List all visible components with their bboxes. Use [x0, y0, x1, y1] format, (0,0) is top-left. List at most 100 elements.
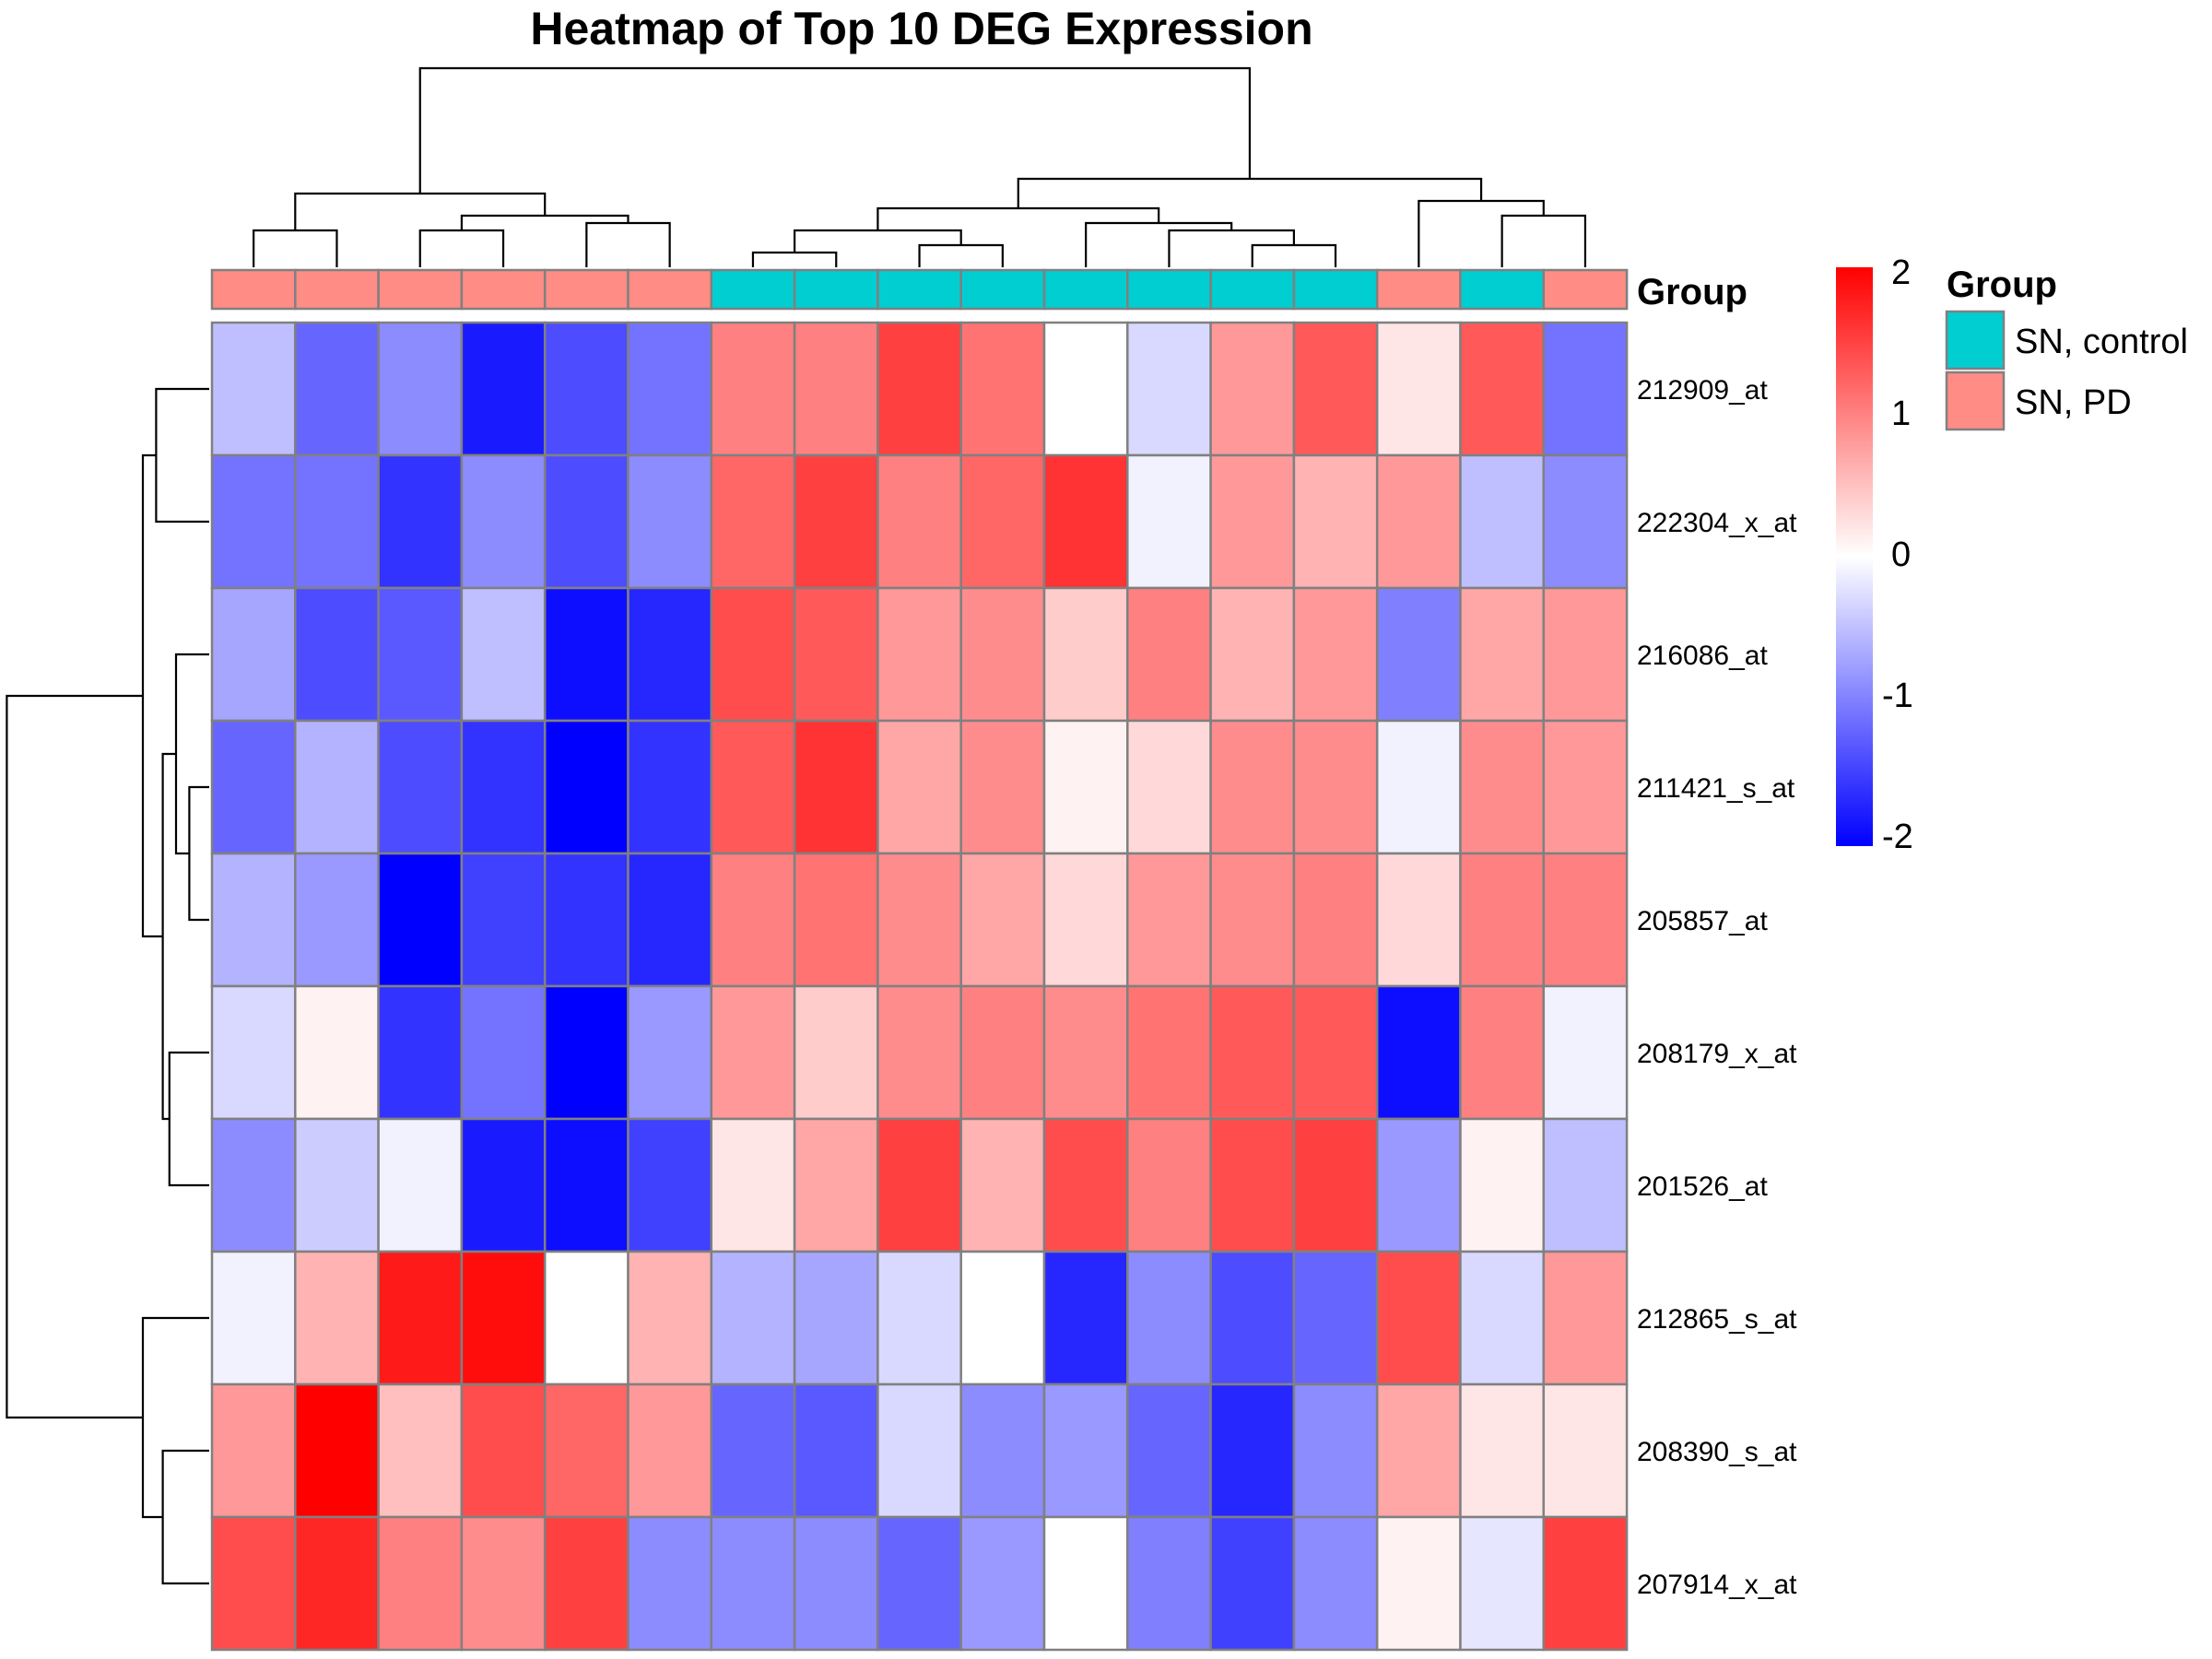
heatmap-cell	[627, 453, 713, 590]
heatmap-cell	[1209, 719, 1296, 855]
heatmap-cell	[1542, 586, 1629, 723]
heatmap-cell	[1459, 852, 1546, 988]
heatmap-cell	[627, 1515, 713, 1652]
heatmap-cell	[877, 719, 962, 855]
heatmap-cell	[793, 1117, 879, 1253]
heatmap-cell	[710, 719, 796, 855]
heatmap-cell	[793, 586, 879, 723]
heatmap-cell	[627, 719, 713, 855]
heatmap-cell	[959, 984, 1046, 1121]
legend-swatch	[1945, 371, 2006, 431]
heatmap-cell	[1209, 852, 1296, 988]
heatmap-cell	[959, 453, 1046, 590]
heatmap-cell	[1459, 1250, 1546, 1386]
row-label: 207914_x_at	[1637, 1570, 1797, 1600]
heatmap-cell	[793, 321, 879, 457]
group-annotation-cell	[1209, 268, 1296, 311]
heatmap-cell	[959, 321, 1046, 457]
dendrogram-branch	[418, 66, 1252, 194]
heatmap-cell	[1542, 1382, 1629, 1519]
heatmap-cell	[460, 586, 547, 723]
heatmap-cell	[294, 586, 380, 723]
color-scale-tick-label: 0	[1891, 535, 1911, 574]
group-annotation-cell	[460, 268, 547, 311]
heatmap-cell	[1126, 984, 1212, 1121]
heatmap-cell	[460, 453, 547, 590]
heatmap-cell	[1042, 852, 1129, 988]
heatmap-cell	[210, 719, 297, 855]
heatmap-cell	[1292, 984, 1379, 1121]
heatmap-cell	[1459, 1117, 1546, 1253]
heatmap-cell	[710, 984, 796, 1121]
heatmap-cell	[1375, 852, 1462, 988]
heatmap-cell	[1292, 586, 1379, 723]
heatmap-cell	[959, 586, 1046, 723]
heatmap-cell	[1209, 586, 1296, 723]
row-label: 212865_s_at	[1637, 1304, 1797, 1335]
row-label: 222304_x_at	[1637, 508, 1797, 538]
heatmap-cell	[793, 719, 879, 855]
heatmap-cell	[294, 719, 380, 855]
heatmap-cell	[793, 852, 879, 988]
heatmap-cell	[543, 1250, 629, 1386]
heatmap-cell	[210, 1250, 297, 1386]
color-scale-ticks: 2 1 0 -1 -2	[1882, 253, 1913, 856]
heatmap-cell	[294, 1250, 380, 1386]
heatmap-cell	[210, 586, 297, 723]
heatmap-cell	[294, 453, 380, 590]
heatmap-cell	[877, 586, 962, 723]
heatmap-cells	[210, 321, 1629, 1652]
color-scale-tick-label: 2	[1891, 253, 1911, 292]
heatmap-cell	[627, 852, 713, 988]
legend-label: SN, control	[2015, 323, 2188, 361]
heatmap-cell	[377, 1117, 464, 1253]
heatmap-cell	[1375, 1382, 1462, 1519]
heatmap-cell	[210, 321, 297, 457]
heatmap-cell	[793, 453, 879, 590]
heatmap-cell	[543, 321, 629, 457]
heatmap-cell	[1542, 453, 1629, 590]
heatmap-cell	[294, 1117, 380, 1253]
group-annotation-cell	[1126, 268, 1212, 311]
row-label: 208179_x_at	[1637, 1039, 1797, 1069]
heatmap-cell	[793, 1515, 879, 1652]
group-legend: SN, control SN, PD	[1945, 310, 2188, 431]
heatmap-cell	[1042, 1515, 1129, 1652]
row-label: 205857_at	[1637, 906, 1768, 936]
heatmap-cell	[1292, 321, 1379, 457]
color-scale-bar	[1836, 267, 1873, 846]
heatmap-cell	[710, 852, 796, 988]
heatmap-cell	[1042, 984, 1129, 1121]
heatmap-cell	[210, 984, 297, 1121]
heatmap-cell	[1042, 586, 1129, 723]
heatmap-cell	[1459, 1515, 1546, 1652]
group-annotation-cell	[377, 268, 464, 311]
color-scale-tick-label: 1	[1891, 394, 1911, 433]
heatmap-cell	[1375, 453, 1462, 590]
row-label: 211421_s_at	[1637, 773, 1795, 804]
heatmap-cell	[210, 453, 297, 590]
legend-label: SN, PD	[2015, 383, 2132, 422]
heatmap-cell	[1292, 1515, 1379, 1652]
heatmap-cell	[1375, 586, 1462, 723]
heatmap-cell	[1542, 719, 1629, 855]
heatmap-cell	[1542, 984, 1629, 1121]
heatmap-cell	[1126, 852, 1212, 988]
heatmap-cell	[1126, 453, 1212, 590]
group-annotation-label: Group	[1637, 272, 1747, 312]
heatmap-cell	[1042, 1382, 1129, 1519]
heatmap-cell	[1126, 586, 1212, 723]
heatmap-cell	[1292, 719, 1379, 855]
heatmap-cell	[1209, 1515, 1296, 1652]
heatmap-cell	[877, 453, 962, 590]
heatmap-cell	[210, 852, 297, 988]
heatmap-cell	[294, 852, 380, 988]
heatmap-cell	[543, 1382, 629, 1519]
group-annotation-cell	[1375, 268, 1462, 311]
heatmap-cell	[1209, 984, 1296, 1121]
heatmap-cell	[959, 1117, 1046, 1253]
heatmap-cell	[1459, 1382, 1546, 1519]
heatmap-cell	[1375, 1515, 1462, 1652]
heatmap-cell	[543, 984, 629, 1121]
heatmap-cell	[877, 1515, 962, 1652]
